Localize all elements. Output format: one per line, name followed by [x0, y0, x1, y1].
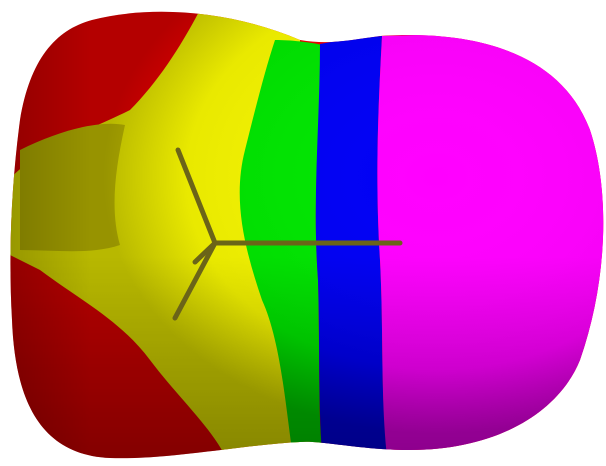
bond-lower	[172, 240, 218, 321]
bond-upper	[175, 147, 218, 246]
molecular-skeleton	[172, 147, 403, 321]
bond-short	[192, 240, 218, 265]
